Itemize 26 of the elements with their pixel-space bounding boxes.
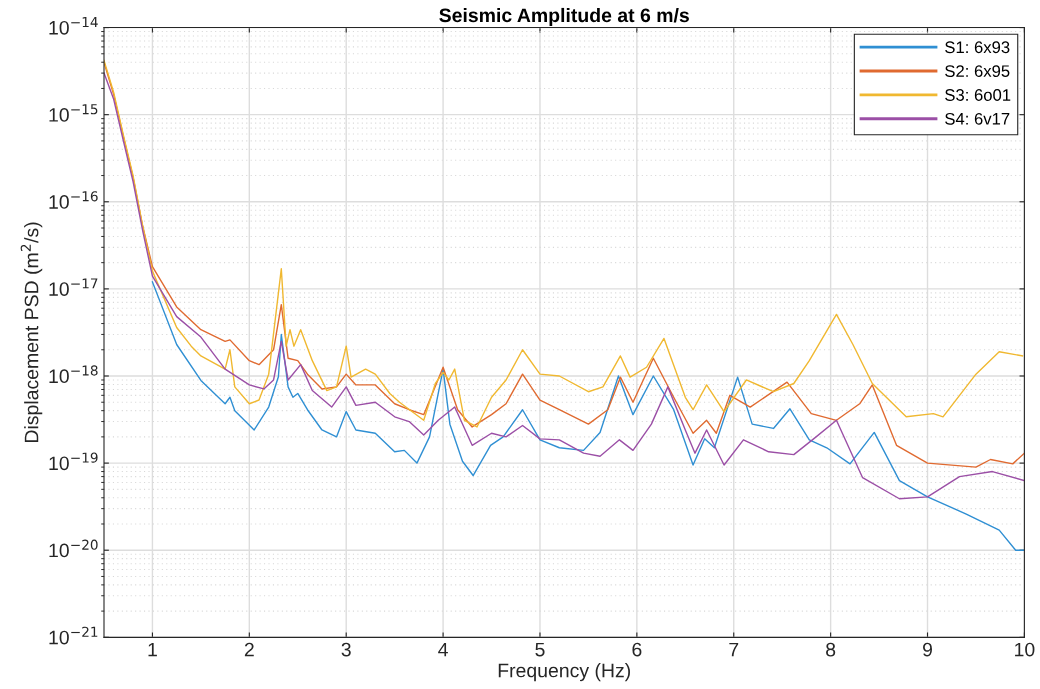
y-tick-label: 10$^{−21}$ [49,626,98,645]
x-tick-label: 6 [632,642,642,657]
y-tick-label: 10$^{−19}$ [49,452,98,471]
legend-label: S3: 6o01 [945,89,1011,101]
x-tick-label: 1 [148,642,157,657]
x-tick-label: 8 [826,642,836,657]
y-tick-label: 10$^{−18}$ [49,365,98,384]
y-tick-label: 10$^{−14}$ [49,17,98,35]
y-axis-title: Displacement PSD (m$^{2}$/s) [20,222,43,442]
x-tick-label: 7 [729,642,739,657]
y-tick-label: 10$^{−15}$ [49,104,98,122]
legend-label: S2: 6x95 [945,65,1010,78]
y-tick-label: 10$^{−20}$ [49,539,98,558]
y-tick-label: 10$^{−17}$ [49,278,98,296]
x-tick-label: 2 [244,642,254,657]
legend-label: S4: 6v17 [945,112,1010,125]
x-tick-label: 4 [438,642,448,657]
x-tick-label: 3 [341,642,351,657]
x-tick-label: 10 [1015,642,1035,657]
x-tick-label: 9 [923,642,932,657]
legend-label: S1: 6x93 [945,41,1010,54]
x-tick-label: 5 [535,642,545,657]
y-tick-label: 10$^{−16}$ [49,191,98,209]
line-series [151,281,1025,551]
x-axis-title: Frequency (Hz) [498,663,630,682]
chart-title: Seismic Amplitude at 6 m/s [439,7,689,27]
